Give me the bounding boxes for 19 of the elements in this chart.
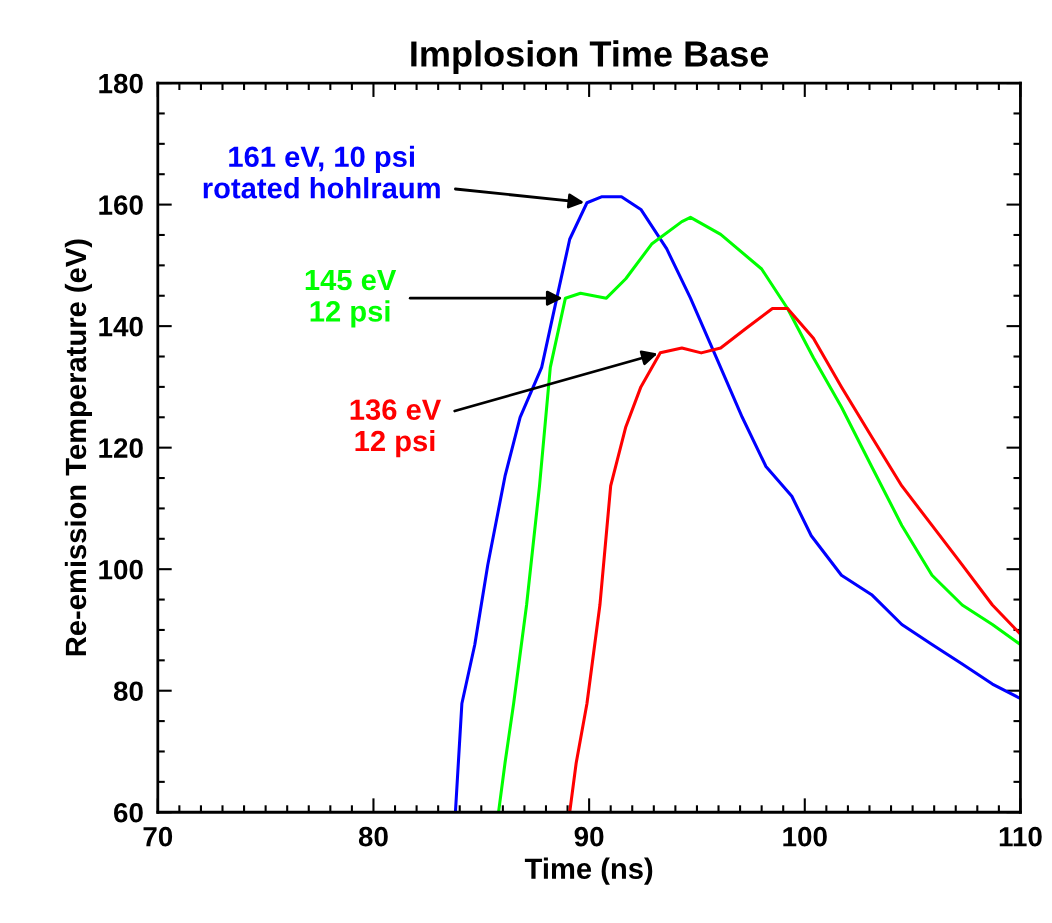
y-tick-label: 60 (114, 802, 143, 823)
y-axis-title: Re-emission Temperature (eV) (64, 239, 93, 656)
y-tick-label: 100 (99, 559, 143, 580)
y-tick-label: 180 (99, 73, 143, 94)
x-tick-label: 90 (574, 826, 604, 847)
x-tick-label: 80 (358, 826, 388, 847)
x-tick-label: 100 (783, 826, 827, 847)
line-series (568, 306, 1021, 813)
y-tick-label: 120 (99, 438, 143, 458)
x-axis-title: Time (ns) (524, 857, 653, 885)
annotation: 145 eV 12 psi (305, 269, 397, 328)
annotation: 136 eV 12 psi (350, 399, 442, 458)
chart-title: Implosion Time Base (411, 40, 769, 74)
y-tick-label: 140 (99, 316, 143, 337)
y-tick-label: 80 (113, 681, 143, 702)
x-tick-label: 70 (143, 826, 173, 847)
y-tick-label: 160 (99, 195, 143, 215)
x-tick-label: 110 (999, 826, 1042, 847)
annotation: 161 eV, 10 psi rotated hohlraum (203, 145, 440, 199)
